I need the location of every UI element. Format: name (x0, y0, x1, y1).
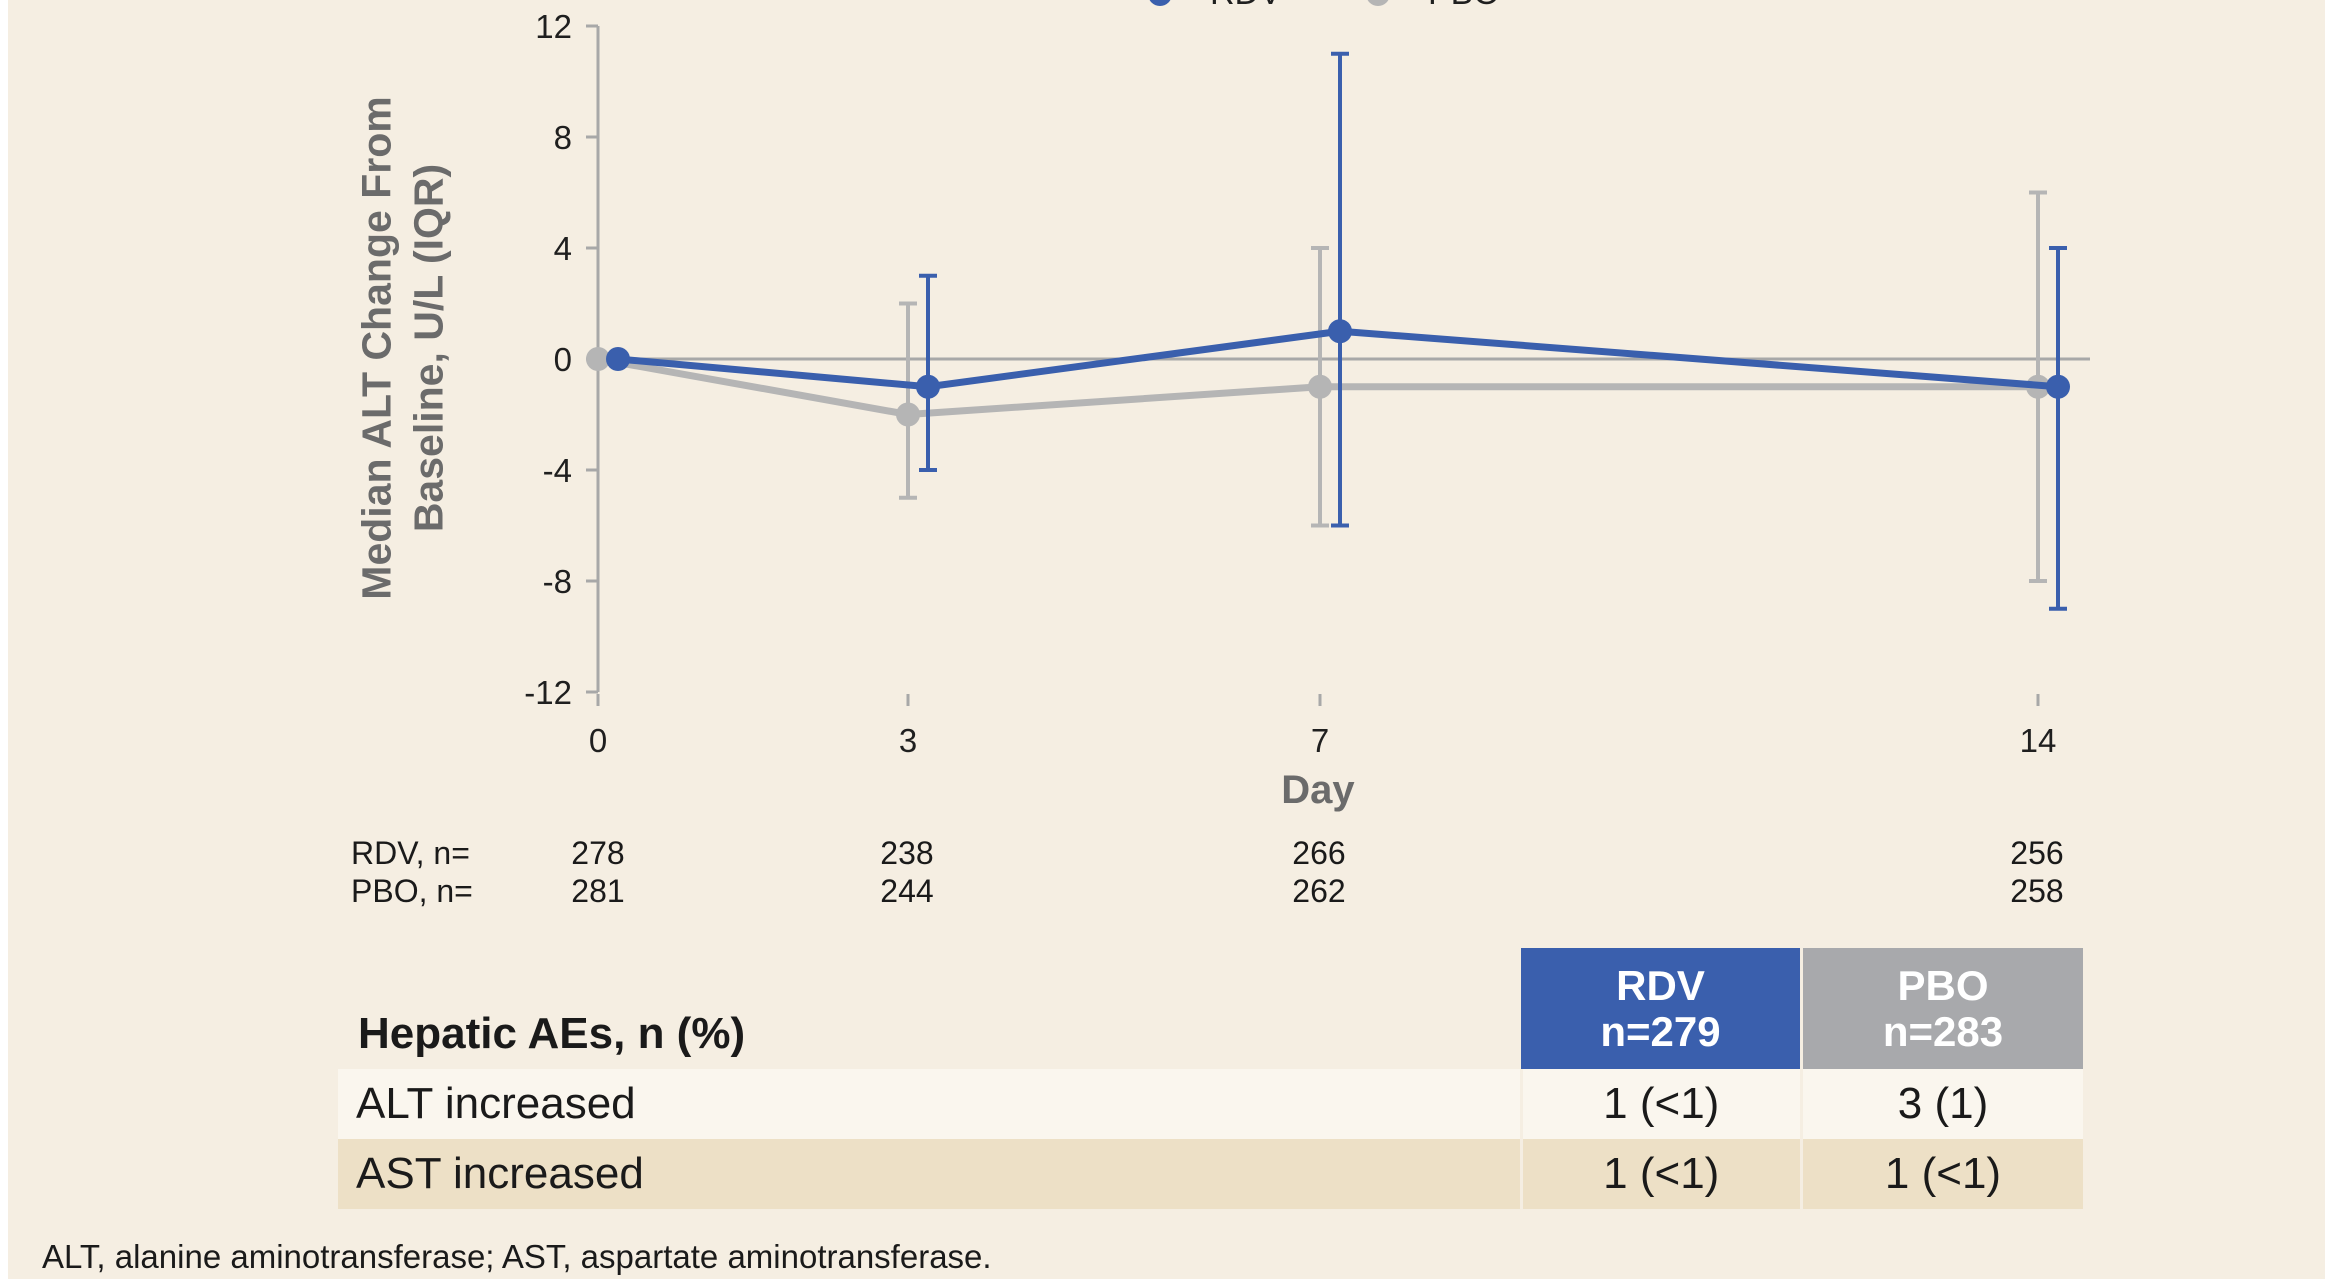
at-risk-value: 244 (847, 873, 967, 910)
at-risk-value: 238 (847, 835, 967, 872)
at-risk-value: 262 (1259, 873, 1379, 910)
y-axis-title: Median ALT Change From Baseline, U/L (IQ… (351, 96, 455, 599)
data-point (1308, 375, 1332, 399)
y-tick-label: -12 (524, 674, 572, 711)
hepatic-aes-table: Hepatic AEs, n (%) RDV n=279 PBO n=283 A… (338, 948, 2083, 1209)
x-axis: 0 3 7 14 (589, 694, 2057, 759)
chart-legend: RDV PBO (1138, 0, 1500, 12)
data-point (606, 347, 630, 371)
column-header-rdv-line-1: RDV (1521, 963, 1800, 1009)
legend-label: RDV (1210, 0, 1282, 12)
legend-marker (1366, 0, 1390, 6)
series-pbo (586, 193, 2050, 582)
column-header-pbo-line-1: PBO (1803, 963, 2083, 1009)
y-tick-label: -4 (543, 452, 572, 489)
at-risk-value: 258 (1977, 873, 2097, 910)
cell-pbo: 3 (1) (1802, 1069, 2084, 1139)
y-axis-title-line-2: Baseline, U/L (IQR) (403, 96, 455, 599)
chart-series (586, 54, 2070, 609)
x-axis-title: Day (1281, 768, 1355, 812)
table-row: ALT increased 1 (<1) 3 (1) (338, 1069, 2083, 1139)
table-row: AST increased 1 (<1) 1 (<1) (338, 1139, 2083, 1209)
y-tick-label: 0 (554, 341, 572, 378)
legend-marker (1148, 0, 1172, 6)
at-risk-value: 281 (538, 873, 658, 910)
column-header-pbo-line-2: n=283 (1803, 1009, 2083, 1055)
data-point (1328, 319, 1352, 343)
data-point (2046, 375, 2070, 399)
y-tick-label: 8 (554, 119, 572, 156)
cell-rdv: 1 (<1) (1521, 1139, 1802, 1209)
row-label: AST increased (338, 1139, 1521, 1209)
footnote: ALT, alanine aminotransferase; AST, aspa… (42, 1238, 992, 1276)
at-risk-value: 266 (1259, 835, 1379, 872)
y-tick-label: -8 (543, 563, 572, 600)
column-header-rdv: RDV n=279 (1521, 948, 1802, 1069)
cell-pbo: 1 (<1) (1802, 1139, 2084, 1209)
legend-label: PBO (1428, 0, 1500, 12)
cell-rdv: 1 (<1) (1521, 1069, 1802, 1139)
x-tick-label: 3 (899, 722, 917, 759)
x-tick-label: 14 (2020, 722, 2057, 759)
at-risk-value: 256 (1977, 835, 2097, 872)
data-point (896, 403, 920, 427)
series-rdv (606, 54, 2070, 609)
x-tick-label: 7 (1311, 722, 1329, 759)
data-point (916, 375, 940, 399)
table-title: Hepatic AEs, n (%) (338, 948, 1521, 1069)
y-axis-title-line-1: Median ALT Change From (351, 96, 403, 599)
at-risk-value: 278 (538, 835, 658, 872)
row-label: ALT increased (338, 1069, 1521, 1139)
y-axis-title-wrap: Median ALT Change From Baseline, U/L (IQ… (328, 38, 478, 658)
x-tick-label: 0 (589, 722, 607, 759)
y-tick-label: 4 (554, 230, 572, 267)
column-header-pbo: PBO n=283 (1802, 948, 2084, 1069)
column-header-rdv-line-2: n=279 (1521, 1009, 1800, 1055)
y-tick-label: 12 (535, 8, 572, 45)
at-risk-label-pbo: PBO, n= (351, 873, 473, 910)
table-header-row: Hepatic AEs, n (%) RDV n=279 PBO n=283 (338, 948, 2083, 1069)
at-risk-label-rdv: RDV, n= (351, 835, 470, 872)
